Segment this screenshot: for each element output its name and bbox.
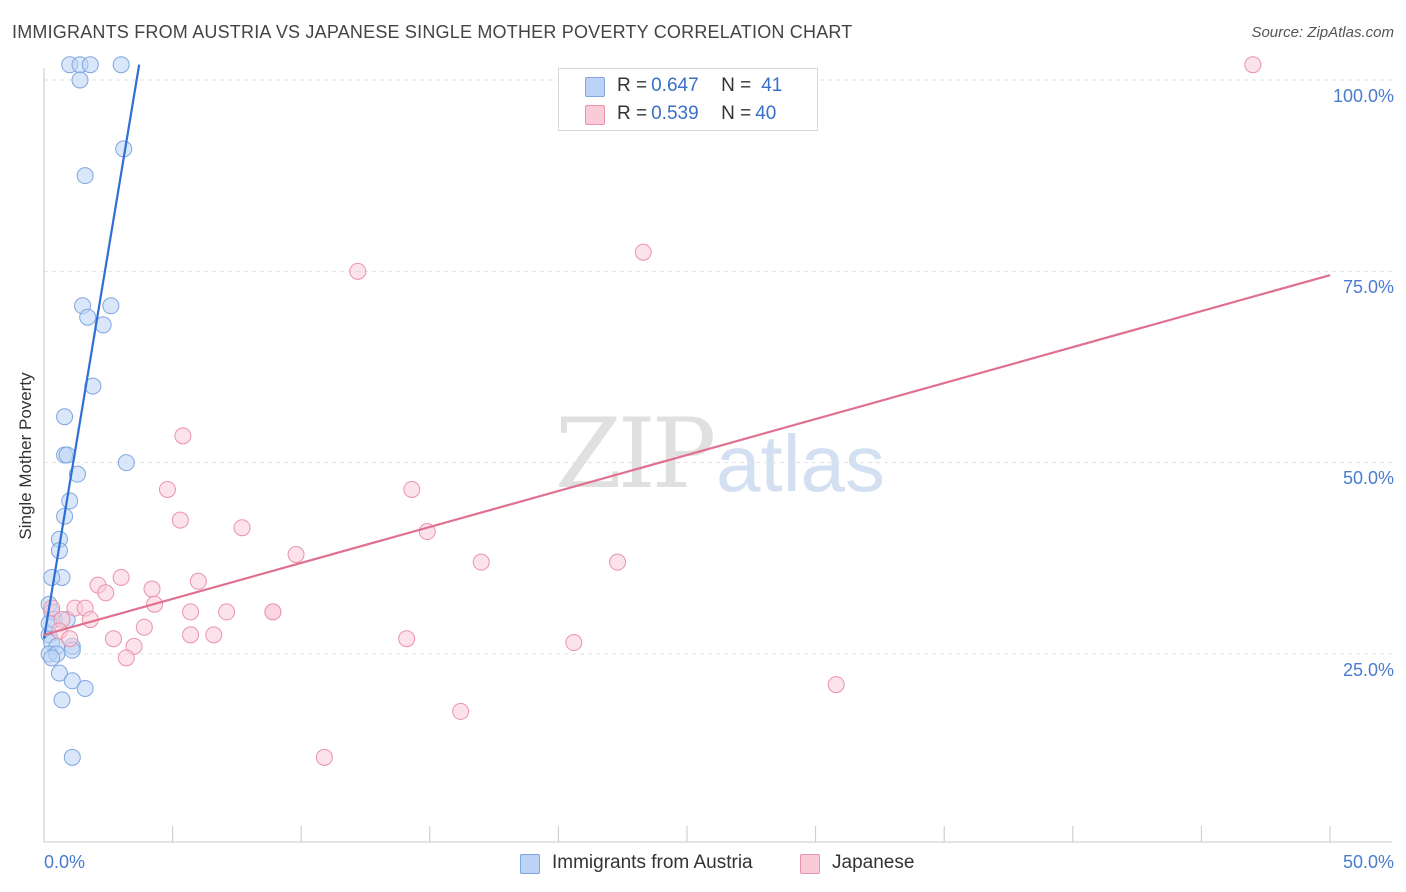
x-tick-label: 0.0% bbox=[44, 852, 86, 872]
legend-row-austria: R = 0.647 N = 41 bbox=[617, 74, 782, 98]
japanese-point bbox=[61, 630, 79, 648]
japanese-point bbox=[403, 480, 421, 498]
japanese-point bbox=[112, 568, 130, 586]
japanese-point bbox=[315, 748, 333, 766]
y-tick-label: 75.0% bbox=[1342, 277, 1394, 297]
bottom-legend-swatch-austria bbox=[520, 854, 540, 874]
austria-point bbox=[56, 408, 74, 426]
austria-point bbox=[102, 297, 120, 315]
japanese-point bbox=[398, 630, 416, 648]
japanese-point bbox=[182, 626, 200, 644]
japanese-point bbox=[287, 546, 305, 564]
japanese-point bbox=[143, 580, 161, 598]
austria-point bbox=[112, 56, 130, 74]
legend-swatch-austria bbox=[585, 77, 605, 97]
legend-r-value: 0.539 bbox=[651, 103, 699, 124]
legend-r-value: 0.647 bbox=[651, 75, 699, 96]
japanese-point bbox=[349, 262, 367, 280]
austria-point bbox=[43, 649, 61, 667]
legend-n-label: N = bbox=[721, 75, 752, 96]
legend-n-value: 41 bbox=[761, 75, 783, 96]
legend-row-japanese: R = 0.539 N = 40 bbox=[617, 102, 776, 126]
legend-r-label: R = bbox=[617, 103, 648, 124]
austria-point bbox=[68, 465, 86, 483]
austria-point bbox=[81, 56, 99, 74]
bottom-legend-swatch-japanese bbox=[800, 854, 820, 874]
japanese-point bbox=[104, 630, 122, 648]
austria-point bbox=[63, 748, 81, 766]
watermark-atlas: atlas bbox=[716, 419, 885, 508]
japanese-point bbox=[827, 676, 845, 694]
bottom-legend-japanese: Japanese bbox=[832, 852, 915, 873]
austria-point bbox=[53, 691, 71, 709]
legend-swatch-japanese bbox=[585, 105, 605, 125]
source-label: Source: ZipAtlas.com bbox=[1251, 24, 1394, 41]
japanese-point bbox=[1244, 56, 1262, 74]
austria-point bbox=[43, 568, 61, 586]
y-tick-label: 50.0% bbox=[1342, 468, 1394, 488]
japanese-point bbox=[565, 634, 583, 652]
japanese-point bbox=[97, 584, 115, 602]
correlation-legend: R = 0.647 N = 41 R = 0.539 N = 40 bbox=[558, 68, 818, 131]
austria-trend-line bbox=[42, 64, 141, 639]
legend-r-label: R = bbox=[617, 75, 648, 96]
austria-point bbox=[79, 308, 97, 326]
japanese-point bbox=[158, 480, 176, 498]
legend-n-value: 40 bbox=[755, 103, 777, 124]
chart-title: IMMIGRANTS FROM AUSTRIA VS JAPANESE SING… bbox=[12, 22, 853, 42]
austria-point bbox=[50, 664, 68, 682]
austria-point bbox=[76, 679, 94, 697]
japanese-point bbox=[117, 649, 135, 667]
austria-point bbox=[63, 672, 81, 690]
japanese-point bbox=[472, 553, 490, 571]
japanese-point bbox=[452, 702, 470, 720]
japanese-point bbox=[264, 603, 282, 621]
y-tick-label: 100.0% bbox=[1332, 86, 1394, 106]
japanese-point bbox=[233, 519, 251, 537]
legend-n-label: N = bbox=[721, 103, 752, 124]
japanese-point bbox=[171, 511, 189, 529]
bottom-legend-austria: Immigrants from Austria bbox=[552, 852, 753, 873]
japanese-point bbox=[205, 626, 223, 644]
japanese-point bbox=[634, 243, 652, 261]
japanese-point bbox=[609, 553, 627, 571]
x-tick-label: 50.0% bbox=[1342, 852, 1394, 872]
austria-point bbox=[76, 167, 94, 185]
y-tick-label: 25.0% bbox=[1342, 660, 1394, 680]
japanese-point bbox=[218, 603, 236, 621]
japanese-point bbox=[189, 572, 207, 590]
japanese-trend-line bbox=[43, 274, 1331, 636]
japanese-point bbox=[182, 603, 200, 621]
austria-point bbox=[71, 71, 89, 89]
austria-point bbox=[61, 492, 79, 510]
japanese-point bbox=[174, 427, 192, 445]
japanese-point bbox=[135, 618, 153, 636]
austria-point bbox=[117, 454, 135, 472]
